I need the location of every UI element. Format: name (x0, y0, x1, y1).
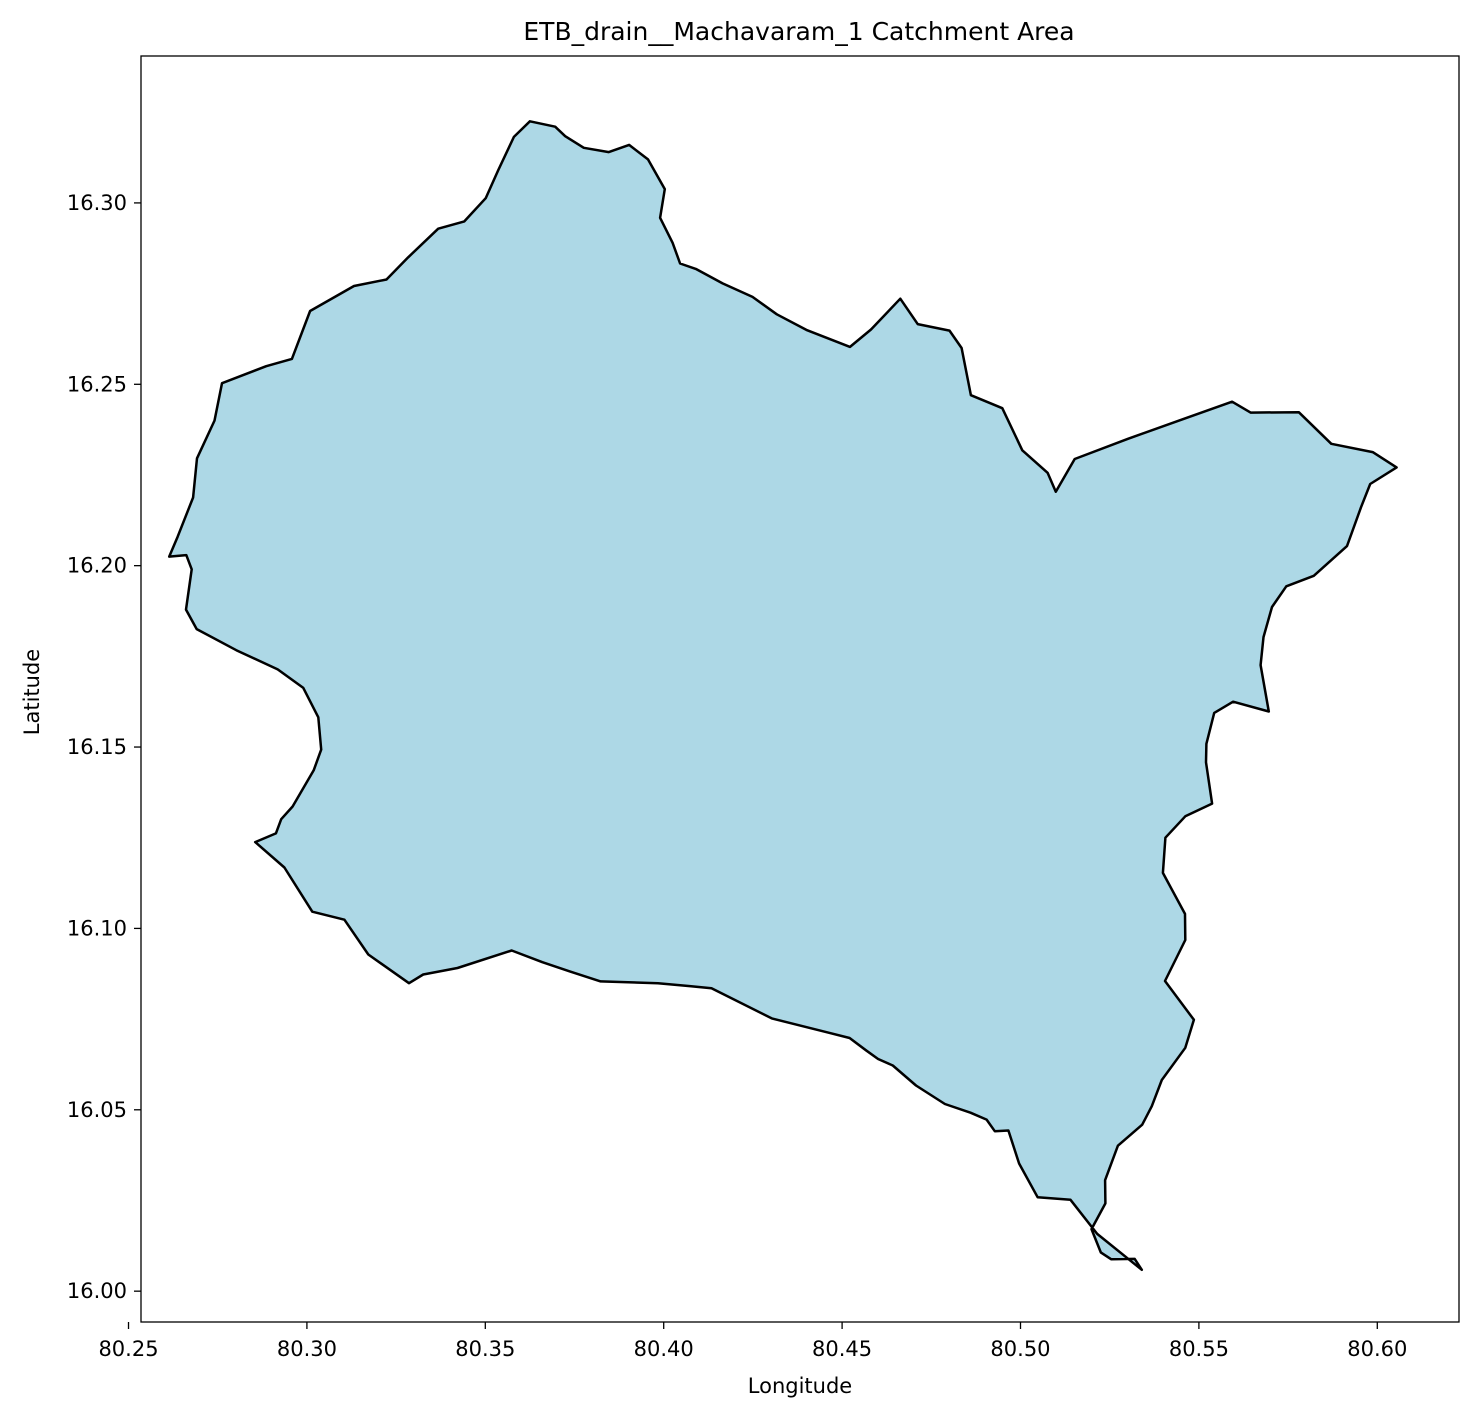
x-tick-label: 80.60 (1347, 1337, 1407, 1361)
y-tick-label: 16.00 (67, 1279, 127, 1303)
x-tick-label: 80.25 (98, 1337, 158, 1361)
y-axis-ticks: 16.00 16.05 16.10 16.15 16.20 16.25 16.30 (67, 191, 141, 1303)
x-axis-ticks: 80.25 80.30 80.35 80.40 80.45 80.50 80.55 80.60 (98, 1322, 1407, 1361)
y-tick-label: 16.15 (67, 735, 127, 759)
x-axis-title: Longitude (748, 1374, 852, 1398)
axes-frame (140, 55, 1460, 1323)
chart-title: ETB_drain__Machavaram_1 Catchment Area (523, 17, 1074, 46)
x-tick-label: 80.55 (1169, 1337, 1229, 1361)
catchment-area-polygon (167, 120, 1398, 1272)
y-tick-label: 16.25 (67, 372, 127, 396)
x-tick-label: 80.40 (634, 1337, 694, 1361)
plot-area (167, 120, 1398, 1272)
y-tick-label: 16.05 (67, 1098, 127, 1122)
y-tick-label: 16.20 (67, 554, 127, 578)
x-tick-label: 80.45 (812, 1337, 872, 1361)
x-tick-label: 80.35 (455, 1337, 515, 1361)
y-tick-label: 16.10 (67, 916, 127, 940)
y-tick-label: 16.30 (67, 191, 127, 215)
x-tick-label: 80.30 (277, 1337, 337, 1361)
x-tick-label: 80.50 (990, 1337, 1050, 1361)
y-axis-title: Latitude (20, 649, 44, 735)
